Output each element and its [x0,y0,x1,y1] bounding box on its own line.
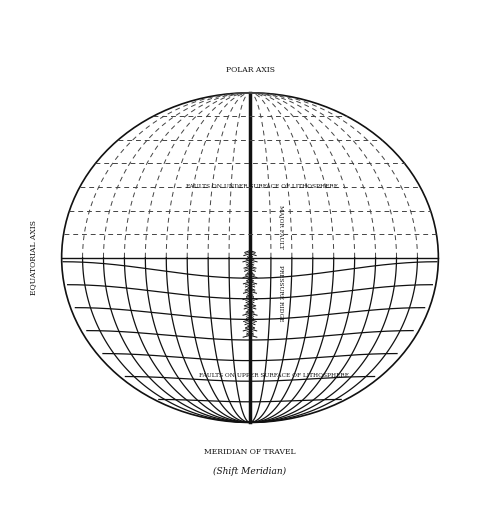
Text: FAULTS ON UPPER SURFACE OF LITHOSPHERE: FAULTS ON UPPER SURFACE OF LITHOSPHERE [198,373,348,378]
Text: PRESSURE RIDGE: PRESSURE RIDGE [278,265,283,321]
Text: MERIDIAN OF TRAVEL: MERIDIAN OF TRAVEL [204,448,296,456]
Text: (Shift Meridian): (Shift Meridian) [214,467,286,476]
Text: MAJOR FAULT: MAJOR FAULT [278,205,283,249]
Text: POLAR AXIS: POLAR AXIS [226,66,274,74]
Text: EQUATORIAL AXIS: EQUATORIAL AXIS [30,220,38,295]
Text: FAULTS ON UNDER SURFACE OF LITHOSPHERE: FAULTS ON UNDER SURFACE OF LITHOSPHERE [186,184,338,190]
